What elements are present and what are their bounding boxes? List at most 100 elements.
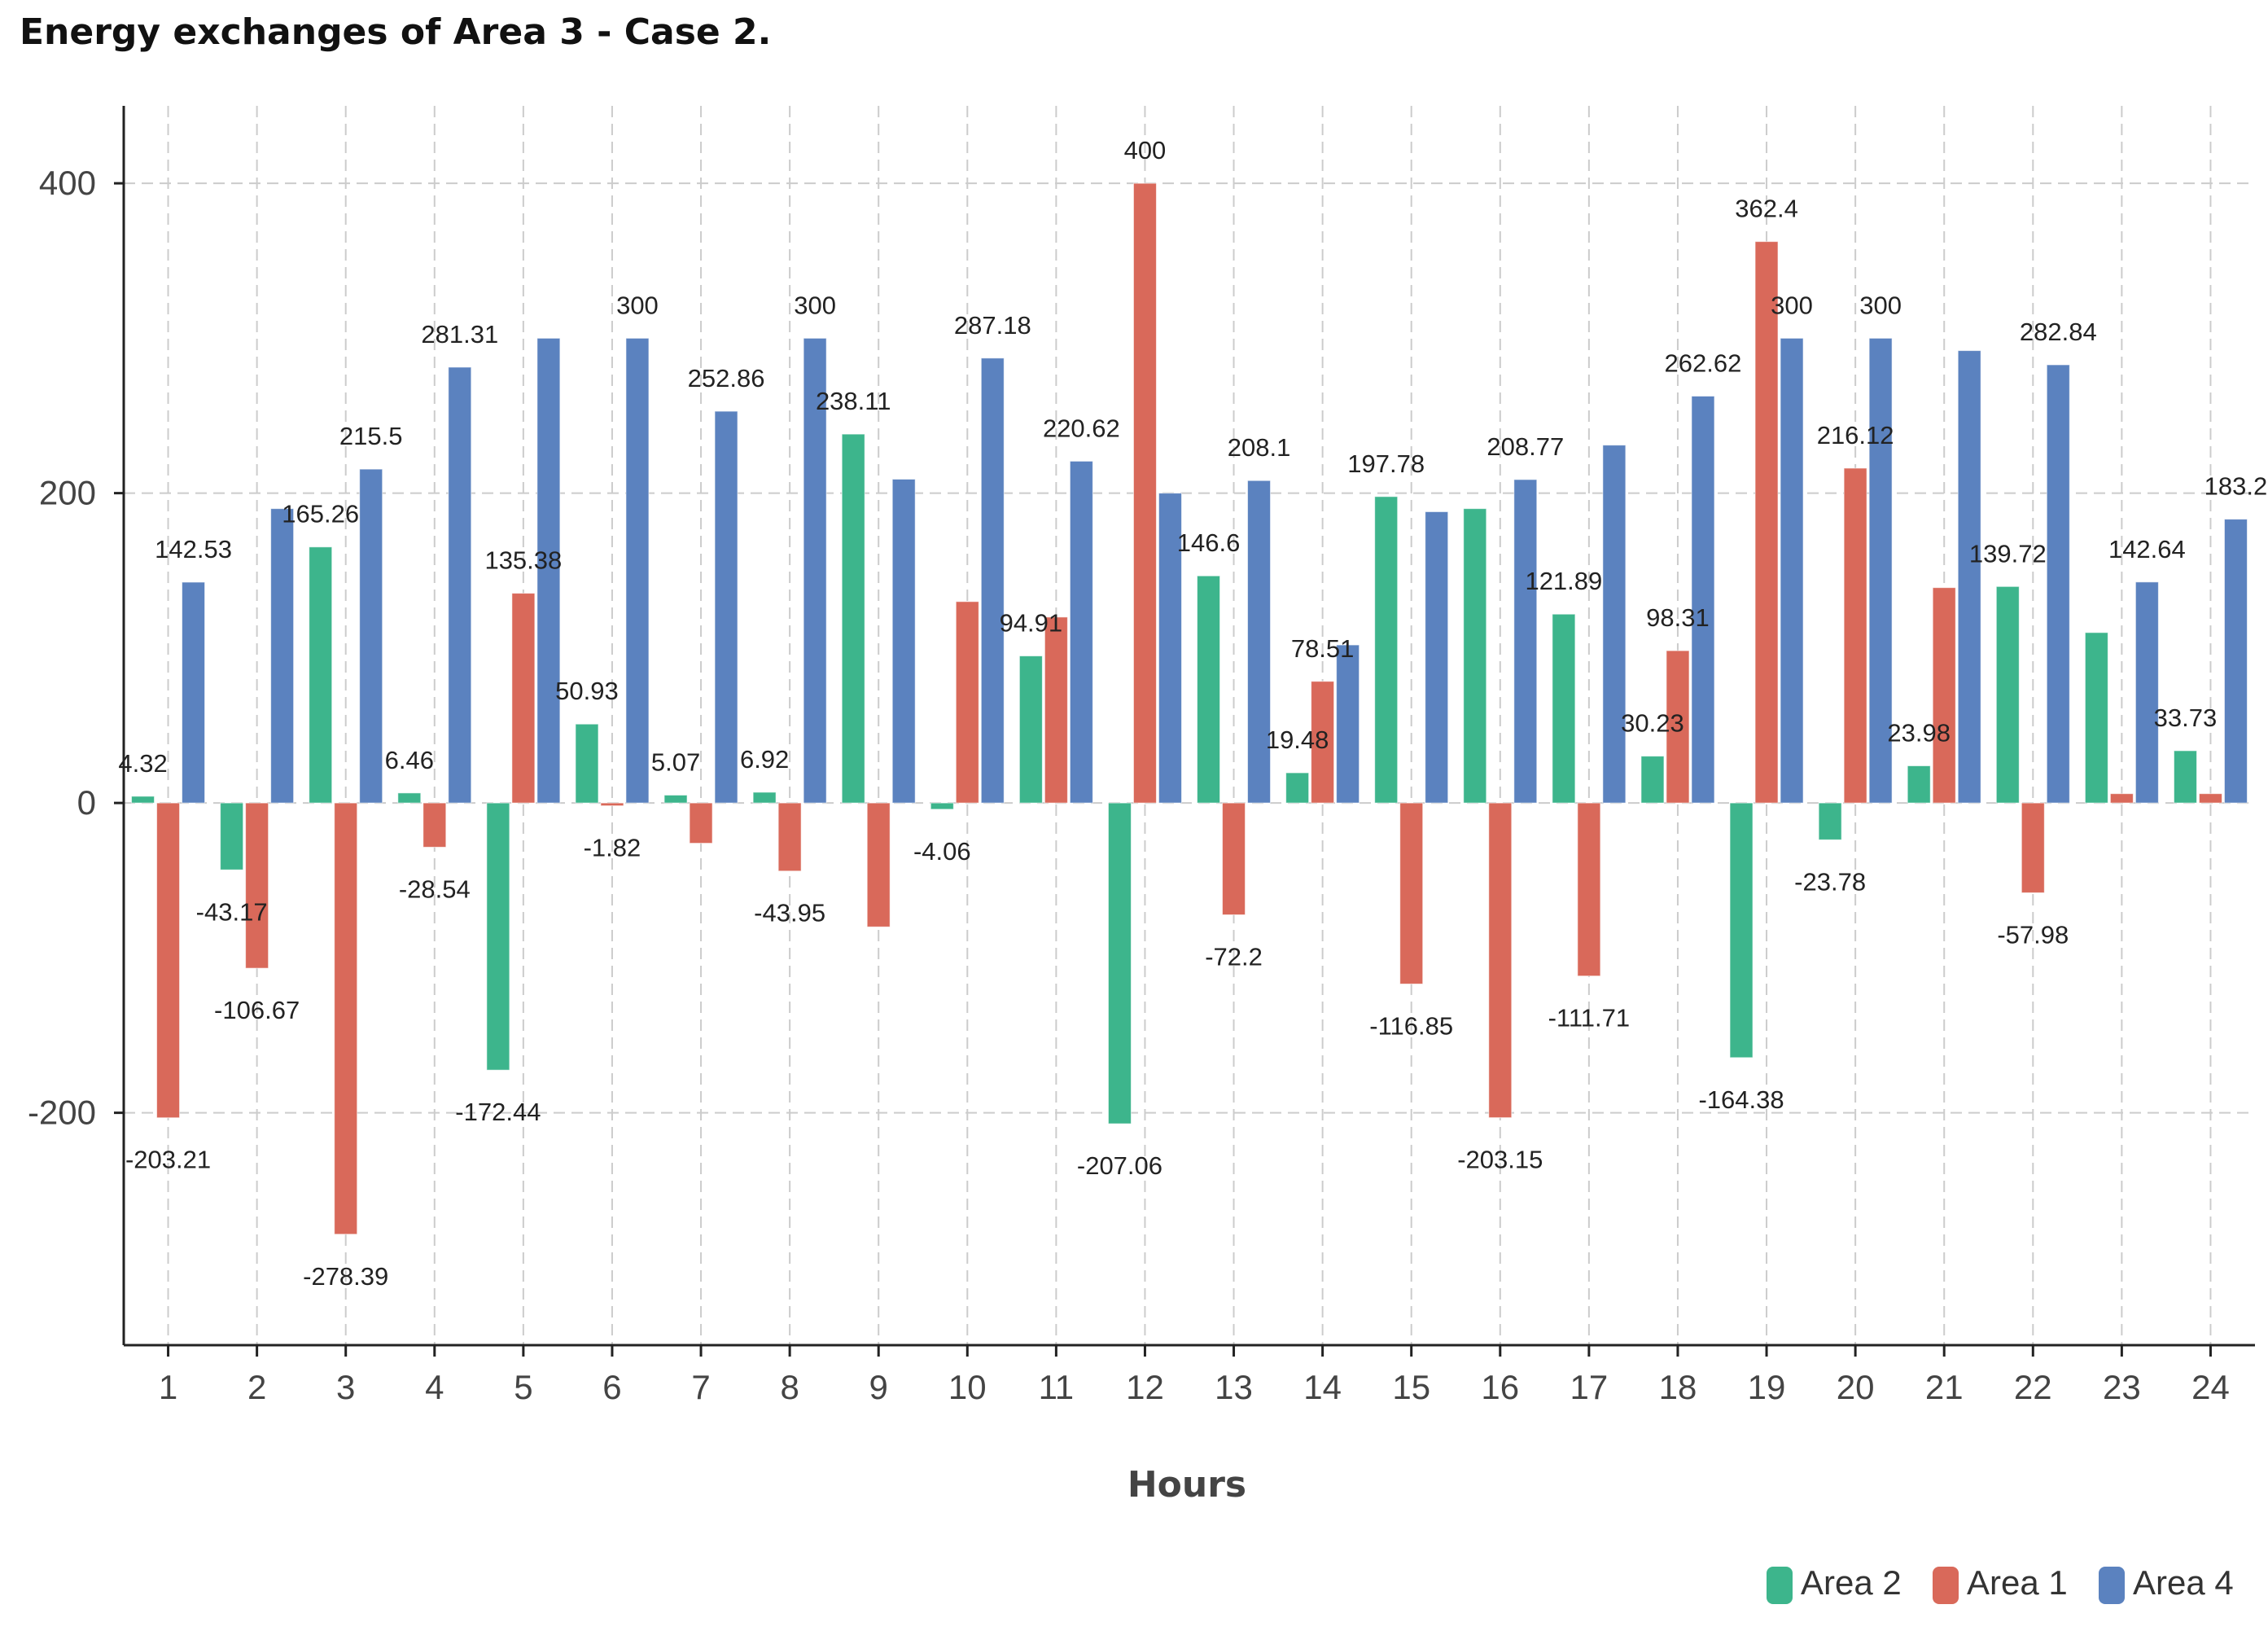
bar-area-2-hour-22 [1995,585,2020,804]
bar-area-4-hour-9 [891,479,916,804]
x-tick-label-3: 3 [336,1368,355,1406]
bar-area-4-hour-22 [2046,364,2070,804]
legend-label: Area 2 [1801,1563,1902,1602]
bar-area-4-hour-8 [803,337,827,804]
x-tick-label-22: 22 [2014,1368,2052,1406]
x-tick-label-1: 1 [159,1368,177,1406]
data-label-area-4-hour-13: 208.1 [1228,433,1291,462]
bar-area-2-hour-10 [930,802,954,810]
data-label-area-1-hour-16: -203.15 [1457,1146,1543,1174]
data-label-area-1-hour-6: -1.82 [584,834,641,862]
bar-area-4-hour-16 [1513,479,1538,804]
chart-title: Energy exchanges of Area 3 - Case 2. [20,11,772,53]
data-label-area-4-hour-18: 262.62 [1665,349,1742,377]
data-label-area-4-hour-19: 300 [1771,291,1813,319]
x-axis-title: Hours [1127,1464,1246,1506]
bar-area-1-hour-14 [1311,681,1335,804]
bar-area-1-hour-1 [156,802,181,1119]
legend-item-area-4[interactable]: Area 4 [2099,1563,2234,1604]
y-tick-label: 400 [39,164,96,202]
bar-area-2-hour-12 [1107,802,1132,1124]
data-label-area-1-hour-8: -43.95 [754,899,825,927]
data-label-area-4-hour-1: 142.53 [155,535,232,563]
data-label-area-2-hour-19: -164.38 [1698,1085,1784,1114]
data-label-area-2-hour-24: 33.73 [2154,704,2218,732]
x-tick-label-11: 11 [1039,1368,1075,1406]
bar-area-1-hour-16 [1488,802,1513,1119]
data-label-area-1-hour-4: -28.54 [399,875,471,903]
x-tick-label-7: 7 [691,1368,710,1406]
bar-area-1-hour-10 [955,601,979,804]
bar-area-4-hour-20 [1868,337,1893,804]
data-label-area-2-hour-8: 6.92 [740,745,789,774]
bar-area-4-hour-14 [1336,644,1360,804]
bar-area-1-hour-3 [334,802,358,1235]
bar-area-2-hour-20 [1818,802,1842,840]
bar-area-1-hour-17 [1577,802,1601,977]
data-label-area-4-hour-22: 282.84 [2020,318,2097,346]
data-label-area-4-hour-10: 287.18 [954,311,1031,340]
data-label-area-4-hour-11: 220.62 [1043,414,1120,442]
data-label-area-2-hour-20: -23.78 [1794,867,1866,896]
bar-area-4-hour-7 [714,410,738,804]
y-tick-label: -200 [28,1094,96,1132]
legend-swatch [1933,1567,1959,1604]
bar-area-2-hour-6 [575,723,599,804]
legend-item-area-2[interactable]: Area 2 [1767,1563,1902,1604]
bar-area-2-hour-2 [220,802,244,870]
bar-area-2-hour-24 [2173,750,2197,804]
bar-area-1-hour-15 [1399,802,1424,984]
x-tick-label-20: 20 [1837,1368,1875,1406]
x-tick-label-15: 15 [1392,1368,1430,1406]
bar-area-4-hour-4 [448,366,472,804]
data-label-area-1-hour-3: -278.39 [303,1262,388,1291]
data-label-area-2-hour-11: 94.91 [1000,609,1063,638]
data-label-area-2-hour-22: 139.72 [1969,539,2047,568]
data-label-area-2-hour-21: 23.98 [1887,719,1951,747]
data-label-area-4-hour-7: 252.86 [688,364,765,392]
data-label-area-2-hour-3: 165.26 [282,500,359,528]
x-tick-label-17: 17 [1570,1368,1609,1406]
data-label-area-4-hour-23: 142.64 [2108,535,2186,563]
data-label-area-4-hour-4: 281.31 [421,320,498,349]
data-label-area-2-hour-5: -172.44 [455,1098,541,1126]
data-label-area-4-hour-24: 183.2 [2205,472,2268,501]
data-label-area-1-hour-5: 135.38 [484,546,562,575]
data-label-area-2-hour-7: 5.07 [651,747,700,776]
data-label-area-4-hour-20: 300 [1859,291,1902,319]
data-label-area-1-hour-2: -106.67 [214,996,300,1024]
data-label-area-2-hour-10: -4.06 [913,837,971,866]
bar-area-1-hour-19 [1754,241,1779,804]
bar-area-1-hour-4 [423,802,447,848]
bar-area-4-hour-24 [2223,519,2248,804]
data-label-area-1-hour-1: -203.21 [125,1146,211,1174]
data-label-area-1-hour-14: 78.51 [1291,634,1355,663]
x-tick-label-8: 8 [780,1368,799,1406]
bar-area-2-hour-9 [841,433,865,804]
data-label-area-2-hour-4: 6.46 [385,746,434,774]
data-label-area-2-hour-13: 146.6 [1177,528,1241,557]
bar-area-2-hour-19 [1729,802,1754,1059]
y-tick-label: 200 [39,474,96,512]
bar-area-4-hour-10 [980,357,1005,804]
bar-area-1-hour-9 [866,802,891,927]
bar-area-2-hour-4 [397,792,422,804]
bar-area-4-hour-1 [182,581,206,804]
data-label-area-2-hour-14: 19.48 [1266,726,1329,754]
bar-area-1-hour-5 [511,593,536,804]
legend-item-area-1[interactable]: Area 1 [1933,1563,2068,1604]
x-tick-label-18: 18 [1659,1368,1697,1406]
bar-area-1-hour-22 [2021,802,2045,893]
data-label-area-1-hour-13: -72.2 [1205,942,1263,971]
data-label-area-4-hour-6: 300 [616,291,659,319]
bar-area-2-hour-14 [1285,772,1310,804]
x-tick-label-13: 13 [1215,1368,1253,1406]
x-tick-label-14: 14 [1303,1368,1342,1406]
legend: Area 2 Area 1 Area 4 [1767,1563,2234,1604]
bar-area-4-hour-19 [1780,337,1804,804]
bar-area-2-hour-8 [752,791,777,804]
data-label-area-2-hour-9: 238.11 [816,387,891,415]
data-label-area-1-hour-15: -116.85 [1369,1011,1453,1040]
